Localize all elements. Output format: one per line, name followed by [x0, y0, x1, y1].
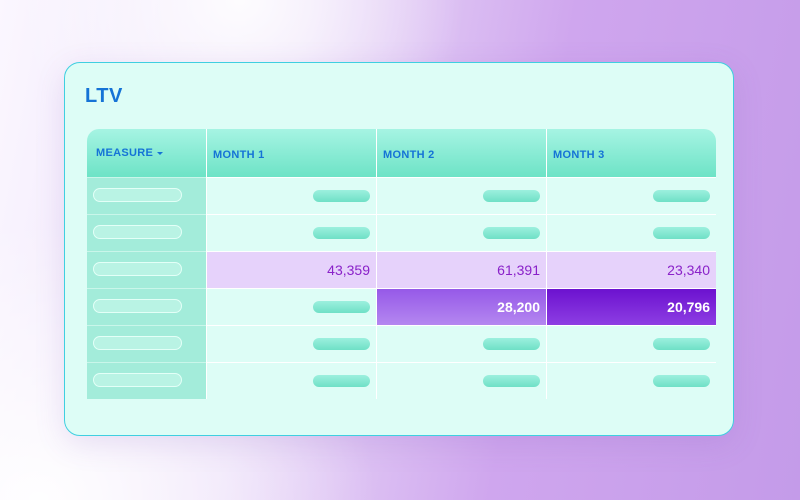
placeholder-value-pill: [483, 227, 540, 239]
placeholder-value-pill: [653, 190, 710, 202]
table-cell[interactable]: [546, 362, 716, 399]
placeholder-value-pill: [653, 375, 710, 387]
table-cell[interactable]: [206, 325, 376, 362]
column-header-month-1: MONTH 1: [206, 129, 376, 177]
row-label-cell[interactable]: [87, 288, 206, 325]
placeholder-value-pill: [483, 190, 540, 202]
table-cell[interactable]: [206, 214, 376, 251]
placeholder-value-pill: [313, 301, 370, 313]
placeholder-value-pill: [313, 338, 370, 350]
row-label-cell[interactable]: [87, 251, 206, 288]
table-cell[interactable]: [546, 177, 716, 214]
placeholder-value-pill: [313, 227, 370, 239]
placeholder-value-pill: [653, 227, 710, 239]
ltv-table: MEASURE MONTH 1 MONTH 2 MONTH 3 43,359 6…: [87, 129, 716, 402]
table-cell[interactable]: 23,340: [546, 251, 716, 288]
column-header-label: MONTH 3: [553, 149, 605, 161]
cell-value: 20,796: [667, 299, 710, 315]
table-cell[interactable]: 20,796: [546, 288, 716, 325]
cell-value: 28,200: [497, 299, 540, 315]
row-label-cell[interactable]: [87, 214, 206, 251]
placeholder-label-pill: [93, 225, 182, 239]
table-cell[interactable]: 28,200: [376, 288, 546, 325]
cell-value: 43,359: [327, 262, 370, 278]
table-cell[interactable]: [206, 288, 376, 325]
table-cell[interactable]: 61,391: [376, 251, 546, 288]
column-header-label: MONTH 1: [213, 149, 265, 161]
placeholder-value-pill: [483, 338, 540, 350]
column-header-measure[interactable]: MEASURE: [87, 129, 206, 177]
column-header-label: MEASURE: [96, 147, 154, 159]
cell-value: 61,391: [497, 262, 540, 278]
placeholder-value-pill: [653, 338, 710, 350]
row-label-cell[interactable]: [87, 177, 206, 214]
placeholder-value-pill: [313, 190, 370, 202]
cell-value: 23,340: [667, 262, 710, 278]
table-cell[interactable]: [376, 214, 546, 251]
placeholder-value-pill: [313, 375, 370, 387]
ltv-card: LTV MEASURE MONTH 1 MONTH 2 MONTH 3 43,3…: [64, 62, 734, 436]
caret-down-icon[interactable]: [157, 151, 164, 155]
table-cell[interactable]: [376, 325, 546, 362]
table-cell[interactable]: [206, 177, 376, 214]
placeholder-label-pill: [93, 262, 182, 276]
column-header-month-3: MONTH 3: [546, 129, 716, 177]
placeholder-value-pill: [483, 375, 540, 387]
table-cell[interactable]: [376, 362, 546, 399]
placeholder-label-pill: [93, 188, 182, 202]
row-label-cell[interactable]: [87, 325, 206, 362]
table-cell[interactable]: [376, 177, 546, 214]
table-cell[interactable]: [546, 325, 716, 362]
column-header-label: MONTH 2: [383, 149, 435, 161]
placeholder-label-pill: [93, 336, 182, 350]
column-header-month-2: MONTH 2: [376, 129, 546, 177]
card-title: LTV: [85, 85, 123, 107]
table-cell[interactable]: [546, 214, 716, 251]
placeholder-label-pill: [93, 299, 182, 313]
placeholder-label-pill: [93, 373, 182, 387]
table-cell[interactable]: [206, 362, 376, 399]
row-label-cell[interactable]: [87, 362, 206, 399]
table-cell[interactable]: 43,359: [206, 251, 376, 288]
